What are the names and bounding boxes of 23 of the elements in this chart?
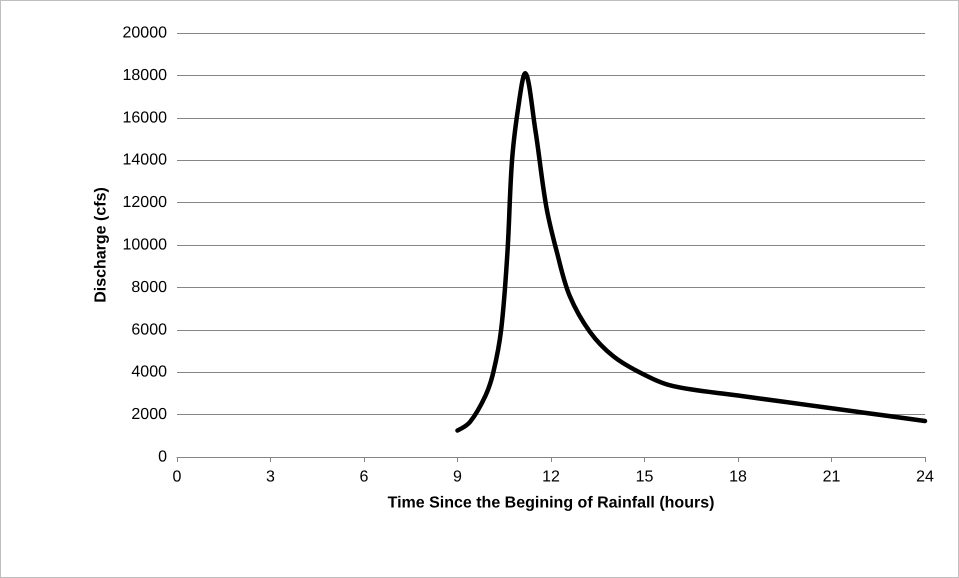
x-tick-label: 15 [636, 468, 654, 486]
x-tick-label: 21 [822, 468, 840, 486]
y-tick-label: 12000 [122, 194, 168, 212]
y-tick-label: 6000 [131, 321, 168, 338]
y-tick-label: 10000 [122, 236, 168, 254]
x-tick-label: 6 [360, 468, 369, 486]
y-tick-label: 16000 [122, 109, 168, 126]
y-axis-title: Discharge (cfs) [92, 187, 110, 303]
y-tick-label: 2000 [131, 406, 168, 424]
x-tick-label: 18 [729, 468, 747, 486]
x-tick-label: 12 [542, 468, 560, 486]
x-tick-label: 0 [172, 468, 182, 486]
y-tick-label: 4000 [131, 364, 168, 381]
y-tick-label: 18000 [122, 66, 168, 84]
x-tick-label: 9 [453, 468, 462, 486]
x-tick-label: 3 [266, 468, 276, 486]
y-tick-label: 8000 [131, 278, 168, 296]
y-tick-label: 20000 [122, 24, 168, 42]
line-series [455, 71, 928, 433]
x-tick-label: 24 [916, 468, 934, 486]
y-tick-label: 14000 [122, 152, 168, 169]
y-tick-label: 0 [158, 448, 168, 466]
x-axis-title: Time Since the Begining of Rainfall (hours) [388, 494, 714, 512]
